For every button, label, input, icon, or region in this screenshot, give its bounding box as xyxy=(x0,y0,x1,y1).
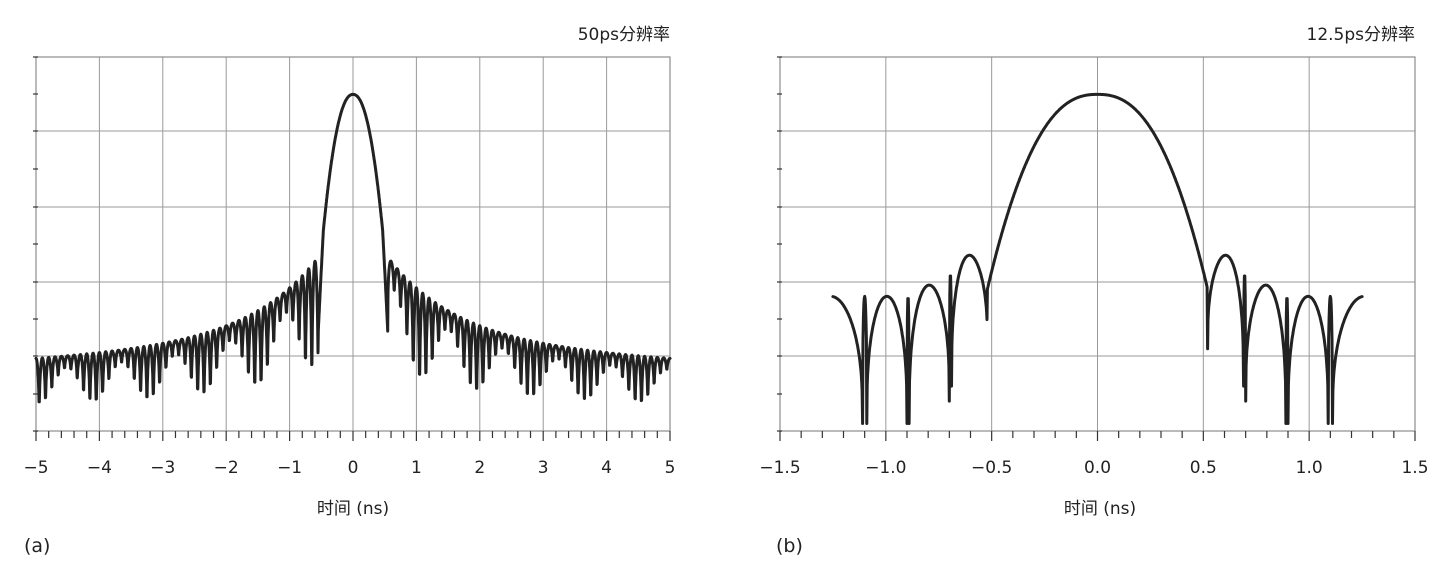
panel-b-x-axis: −1.5 −1.0 −0.5 0.0 0.5 1.0 1.5 xyxy=(759,56,1429,478)
panel-a-x-tick-label: −2 xyxy=(214,458,239,478)
panel-a-x-axis-label: 时间 (ns) xyxy=(317,499,389,519)
panel-b: 12.5ps分辨率 −1.5 −1.0 −0.5 0.0 0.5 1.0 1.5 时间 (n… xyxy=(759,25,1428,557)
panel-a-x-tick-label: −1 xyxy=(277,458,302,478)
panel-b-x-tick-label: −0.5 xyxy=(971,458,1012,478)
panel-a-x-tick-label: −5 xyxy=(23,458,48,478)
panel-b-x-tick-label: 1.5 xyxy=(1401,458,1428,478)
panel-b-grid xyxy=(779,56,1416,432)
panel-a-series-line xyxy=(34,92,672,404)
panel-a-x-tick-label: 3 xyxy=(538,458,549,478)
panel-a-label: (a) xyxy=(24,535,50,557)
panel-a-x-tick-label: 0 xyxy=(348,458,359,478)
panel-a: 50ps分辨率 −5 −4 −3 −2 −1 0 1 2 3 4 5 时间 (ns) (a) xyxy=(23,25,675,557)
panel-b-x-axis-label: 时间 (ns) xyxy=(1064,499,1136,519)
panel-a-x-tick-label: 2 xyxy=(474,458,485,478)
panel-b-x-tick-label: 0.0 xyxy=(1084,458,1111,478)
panel-b-x-tick-label: −1.0 xyxy=(865,458,906,478)
panel-b-x-tick-label: 1.0 xyxy=(1296,458,1323,478)
panel-b-series-line xyxy=(831,92,1364,425)
panel-a-x-axis: −5 −4 −3 −2 −1 0 1 2 3 4 5 xyxy=(23,56,676,478)
panel-a-grid xyxy=(35,56,671,432)
panel-a-x-tick-label: 4 xyxy=(601,458,612,478)
panel-a-x-tick-label: 1 xyxy=(411,458,422,478)
panel-b-title: 12.5ps分辨率 xyxy=(1307,25,1416,45)
panel-a-title: 50ps分辨率 xyxy=(578,25,670,45)
panel-a-x-tick-label: −3 xyxy=(150,458,175,478)
panel-b-x-tick-label: 0.5 xyxy=(1190,458,1217,478)
panel-a-x-tick-label: 5 xyxy=(665,458,676,478)
panel-b-x-tick-label: −1.5 xyxy=(759,458,800,478)
panel-b-label: (b) xyxy=(776,535,803,557)
panel-a-x-tick-label: −4 xyxy=(87,458,112,478)
